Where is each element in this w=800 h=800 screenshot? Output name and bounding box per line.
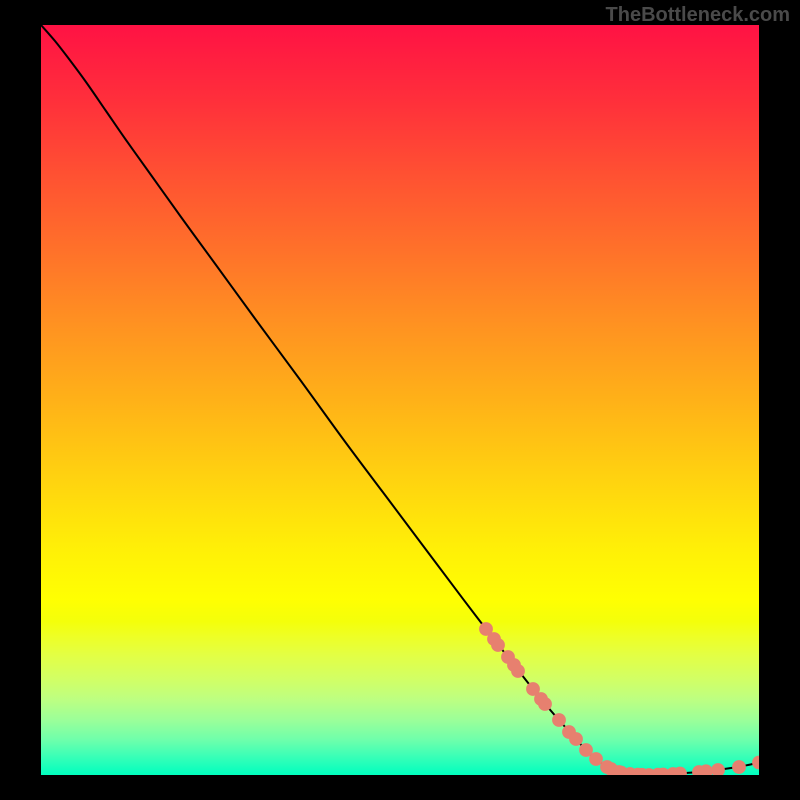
data-marker: [511, 664, 525, 678]
data-marker: [589, 752, 603, 766]
plot-area: [41, 25, 759, 775]
data-marker: [569, 732, 583, 746]
data-marker: [732, 760, 746, 774]
chart-container: TheBottleneck.com: [0, 0, 800, 800]
data-marker: [538, 697, 552, 711]
watermark-text: TheBottleneck.com: [606, 4, 790, 27]
bottleneck-curve: [41, 25, 759, 775]
data-marker: [491, 638, 505, 652]
data-marker: [752, 756, 759, 770]
data-marker: [711, 763, 725, 775]
curve-layer: [41, 25, 759, 775]
data-markers: [479, 622, 759, 775]
data-marker: [552, 713, 566, 727]
